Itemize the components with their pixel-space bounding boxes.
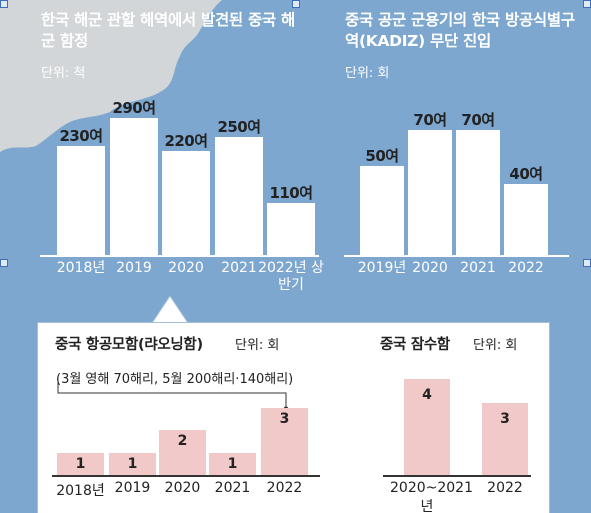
value-label: 70여 bbox=[413, 111, 447, 129]
category-label: 2020~2021년 bbox=[390, 480, 473, 513]
bar bbox=[360, 165, 404, 255]
value-label: 110여 bbox=[269, 184, 313, 203]
value-label: 70여 bbox=[461, 111, 495, 129]
selection-handle[interactable] bbox=[583, 259, 591, 267]
category-label: 2022년 상반기 bbox=[258, 260, 324, 293]
bar bbox=[456, 130, 500, 255]
lower-panel: 중국 항공모함(랴오닝함) 단위: 회 (3월 영해 70해리, 5월 200해… bbox=[37, 322, 550, 513]
bar bbox=[482, 403, 528, 475]
category-label: 2021 bbox=[214, 480, 251, 496]
bar bbox=[267, 203, 315, 255]
bar bbox=[404, 379, 450, 475]
chart2-unit: 단위: 회 bbox=[345, 66, 390, 81]
value-label: 250여 bbox=[217, 117, 261, 136]
chart3-title: 중국 항공모함(랴오닝함) bbox=[55, 337, 203, 353]
value-label: 1 bbox=[127, 455, 138, 472]
x-axis-line bbox=[40, 255, 319, 257]
bar bbox=[215, 136, 263, 255]
chart3-unit: 단위: 회 bbox=[235, 338, 280, 353]
value-label: 1 bbox=[75, 455, 86, 472]
bar bbox=[57, 146, 105, 255]
value-label: 230여 bbox=[59, 127, 103, 146]
category-label: 2020 bbox=[412, 260, 448, 276]
value-label: 290여 bbox=[112, 99, 156, 117]
bar bbox=[162, 151, 210, 255]
chart3-annotation: (3월 영해 70해리, 5월 200해리·140해리) bbox=[56, 372, 294, 387]
selection-handle[interactable] bbox=[0, 259, 8, 267]
category-label: 2022 bbox=[266, 480, 303, 496]
category-label: 2020 bbox=[164, 480, 201, 496]
value-label: 220여 bbox=[164, 132, 208, 151]
category-label: 2022 bbox=[487, 480, 523, 496]
selection-handle[interactable] bbox=[292, 0, 300, 8]
category-label: 2021 bbox=[460, 260, 496, 276]
value-label: 40여 bbox=[509, 164, 543, 183]
x-axis-line bbox=[52, 475, 320, 477]
bar bbox=[57, 452, 104, 475]
chart1-title: 한국 해군 관할 해역에서 발견된 중국 해군 함정 bbox=[41, 11, 295, 50]
chart4-title: 중국 잠수함 bbox=[380, 337, 450, 353]
x-axis-line bbox=[383, 475, 531, 477]
bar bbox=[504, 183, 548, 255]
category-label: 2021 bbox=[221, 260, 257, 276]
category-label: 2019 bbox=[114, 480, 151, 496]
category-label: 2018년 bbox=[56, 260, 106, 276]
chart4-unit: 단위: 회 bbox=[473, 338, 518, 353]
bar bbox=[209, 452, 256, 475]
bar bbox=[408, 130, 452, 255]
chart1-unit: 단위: 척 bbox=[41, 66, 86, 81]
x-axis-line bbox=[344, 255, 569, 257]
callout-pointer bbox=[151, 295, 189, 324]
value-label: 50여 bbox=[365, 146, 399, 165]
value-label: 4 bbox=[422, 387, 432, 403]
selection-handle[interactable] bbox=[0, 0, 8, 8]
category-label: 2018년 bbox=[56, 483, 105, 499]
category-label: 2020 bbox=[168, 260, 204, 276]
selection-handle[interactable] bbox=[583, 0, 591, 8]
bar bbox=[261, 408, 308, 475]
bar bbox=[110, 118, 158, 255]
value-label: 1 bbox=[227, 455, 238, 472]
bar bbox=[159, 430, 206, 475]
category-label: 2019 bbox=[116, 260, 152, 276]
category-label: 2019년 bbox=[357, 260, 407, 276]
bar bbox=[109, 452, 156, 475]
value-label: 3 bbox=[500, 411, 510, 427]
chart2-title: 중국 공군 군용기의 한국 방공식별구역(KADIZ) 무단 진입 bbox=[345, 11, 575, 50]
category-label: 2022 bbox=[508, 260, 544, 276]
value-label: 2 bbox=[177, 433, 188, 450]
value-label: 3 bbox=[279, 411, 290, 427]
